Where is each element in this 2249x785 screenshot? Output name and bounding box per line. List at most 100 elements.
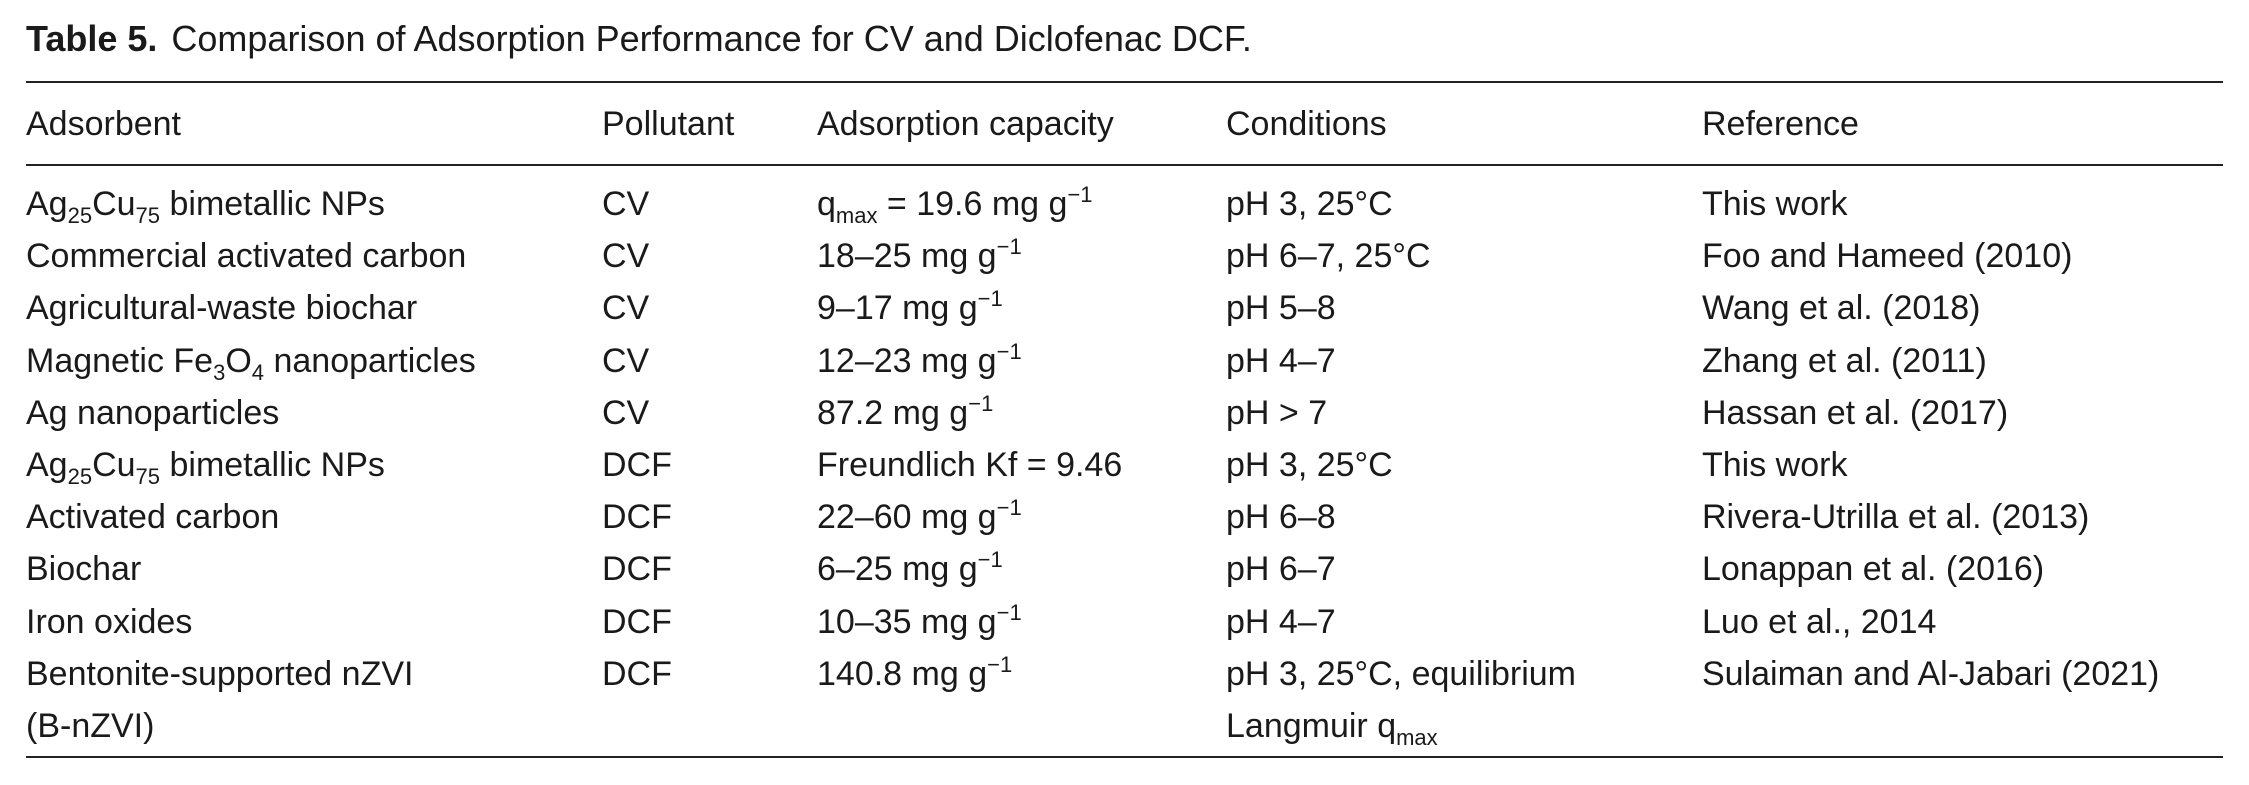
table-cell: 87.2 mg g−1	[817, 387, 993, 439]
cell-text: DCF	[602, 550, 672, 589]
cell-text: CV	[602, 341, 650, 380]
cell-text: 18–25 mg g	[817, 237, 997, 276]
superscript: −1	[996, 495, 1022, 521]
table-cell: 9–17 mg g−1	[817, 282, 1003, 334]
cell-text: DCF	[602, 498, 672, 537]
table-cell: 10–35 mg g−1	[817, 596, 1022, 648]
table-cell: pH 3, 25°C	[1226, 178, 1393, 230]
superscript: −1	[977, 547, 1003, 573]
subscript: 25	[67, 203, 93, 228]
superscript: −1	[968, 390, 994, 416]
cell-text: 10–35 mg g	[817, 602, 997, 641]
table-cell: Ag25Cu75 bimetallic NPs	[26, 439, 385, 491]
cell-text: Ag	[26, 446, 68, 484]
cell-text: Ag	[26, 185, 68, 223]
cell-text: CV	[602, 237, 650, 276]
cell-text: Iron oxides	[26, 602, 193, 641]
cell-text: 87.2 mg g	[817, 393, 969, 432]
table-cell: DCF	[602, 491, 672, 543]
superscript: −1	[987, 651, 1013, 677]
cell-text: pH 5–8	[1226, 289, 1336, 328]
table-cell: Foo and Hameed (2010)	[1702, 230, 2072, 282]
cell-text: Foo and Hameed (2010)	[1702, 237, 2073, 276]
table-cell: CV	[602, 230, 649, 282]
cell-text: 12–23 mg g	[817, 341, 997, 380]
cell-text: pH 6–7, 25°C	[1226, 237, 1431, 276]
table-cell: Wang et al. (2018)	[1702, 282, 1980, 334]
subscript: 25	[67, 464, 93, 489]
cell-text: nanoparticles	[264, 341, 476, 380]
table-cell: pH 3, 25°C, equilibrium Langmuir qmax	[1226, 648, 1576, 752]
table-cell: 140.8 mg g−1	[817, 648, 1012, 700]
table-cell: DCF	[602, 596, 672, 648]
cell-text: 6–25 mg g	[817, 550, 978, 589]
table-cell: qmax = 19.6 mg g−1	[817, 178, 1093, 230]
cell-text: CV	[602, 185, 650, 223]
table-cell: Ag25Cu75 bimetallic NPs	[26, 178, 385, 230]
subscript: max	[1396, 724, 1438, 750]
table-cell: Commercial activated carbon	[26, 230, 466, 282]
bottom-rule	[26, 756, 2223, 758]
table-cell: DCF	[602, 439, 672, 491]
cell-text: O	[225, 341, 252, 380]
cell-text: Magnetic Fe	[26, 341, 214, 380]
cell-text: Freundlich Kf = 9.46	[817, 446, 1123, 484]
cell-text: pH 3, 25°C, equilibrium	[1226, 654, 1576, 693]
cell-text: 140.8 mg g	[817, 654, 988, 693]
cell-text: This work	[1702, 185, 1848, 223]
table-cell: pH 5–8	[1226, 282, 1336, 334]
table-label: Table 5.	[26, 18, 158, 59]
table-cell: pH 3, 25°C	[1226, 439, 1393, 491]
cell-text: Cu	[92, 446, 136, 484]
cell-text: q	[817, 185, 836, 223]
table-cell: Iron oxides	[26, 596, 192, 648]
cell-text: Lonappan et al. (2016)	[1702, 550, 2045, 589]
cell-text: pH > 7	[1226, 393, 1328, 432]
cell-text: This work	[1702, 446, 1848, 484]
cell-text: pH 6–7	[1226, 550, 1336, 589]
cell-text: pH 6–8	[1226, 498, 1336, 537]
cell-text: bimetallic NPs	[160, 185, 385, 223]
table-cell: 12–23 mg g−1	[817, 335, 1022, 387]
subscript: 75	[135, 203, 161, 228]
table-caption: Comparison of Adsorption Performance for…	[171, 18, 1252, 59]
table-cell: Luo et al., 2014	[1702, 596, 1936, 648]
cell-text: Ag nanoparticles	[26, 393, 280, 432]
superscript: −1	[996, 234, 1022, 260]
subscript: 75	[135, 464, 161, 489]
table-cell: Agricultural-waste biochar	[26, 282, 417, 334]
cell-text: 22–60 mg g	[817, 498, 997, 537]
table-cell: This work	[1702, 439, 1847, 491]
cell-text: DCF	[602, 446, 672, 484]
table-cell: pH 4–7	[1226, 596, 1336, 648]
cell-text: Zhang et al. (2011)	[1702, 341, 1987, 380]
table-cell: CV	[602, 282, 649, 334]
table-title: Table 5. Comparison of Adsorption Perform…	[26, 18, 1252, 60]
table-cell: Biochar	[26, 543, 141, 595]
table-cell: CV	[602, 178, 649, 230]
table-cell: CV	[602, 387, 649, 439]
superscript: −1	[1067, 182, 1093, 207]
cell-text: CV	[602, 289, 650, 328]
table-cell: pH 4–7	[1226, 335, 1336, 387]
table-cell: 6–25 mg g−1	[817, 543, 1003, 595]
table-cell: pH 6–7, 25°C	[1226, 230, 1431, 282]
header-cell: Adsorption capacity	[817, 105, 1114, 143]
superscript: −1	[977, 286, 1003, 312]
cell-text: 9–17 mg g	[817, 289, 978, 328]
cell-text: Biochar	[26, 550, 142, 589]
table-cell: Freundlich Kf = 9.46	[817, 439, 1122, 491]
table-cell: Zhang et al. (2011)	[1702, 335, 1987, 387]
cell-text: Cu	[92, 185, 136, 223]
cell-text: pH 4–7	[1226, 341, 1336, 380]
table-cell: Activated carbon	[26, 491, 279, 543]
subscript: 4	[251, 359, 265, 385]
header-cell: Reference	[1702, 105, 1859, 143]
table-cell: DCF	[602, 648, 672, 700]
superscript: −1	[996, 599, 1022, 625]
table-cell: Hassan et al. (2017)	[1702, 387, 2008, 439]
cell-text: Commercial activated carbon	[26, 237, 467, 276]
table-cell: Lonappan et al. (2016)	[1702, 543, 2044, 595]
table-cell: Bentonite-supported nZVI (B-nZVI)	[26, 648, 413, 752]
table-cell: This work	[1702, 178, 1847, 230]
